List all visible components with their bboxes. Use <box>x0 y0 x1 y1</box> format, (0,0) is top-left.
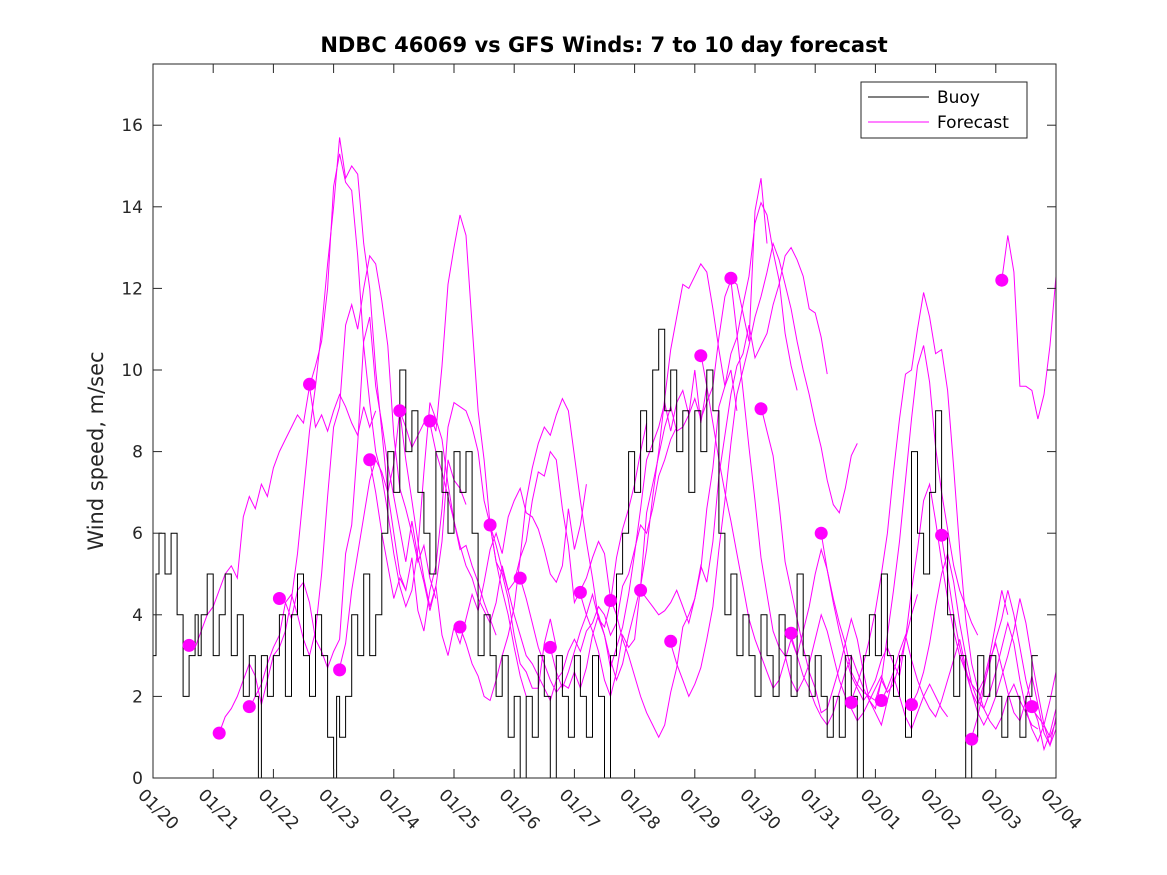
forecast-marker-27 <box>965 732 979 746</box>
x-tick-label: 01/27 <box>555 785 604 834</box>
forecast-marker-11 <box>483 518 497 532</box>
x-tick-label: 01/21 <box>194 785 243 834</box>
forecast-marker-28 <box>995 273 1009 287</box>
forecast-line-10 <box>459 397 648 702</box>
x-tick-label: 01/25 <box>434 785 483 834</box>
chart-title: NDBC 46069 vs GFS Winds: 7 to 10 day for… <box>320 33 887 57</box>
forecast-line-13 <box>549 262 738 690</box>
x-tick-label: 02/01 <box>856 785 905 834</box>
forecast-line-12 <box>519 369 708 694</box>
forecast-line-23 <box>850 292 1039 730</box>
x-tick-label: 02/03 <box>976 785 1025 834</box>
forecast-line-15 <box>610 201 798 739</box>
forecast-marker-20 <box>754 402 768 416</box>
forecast-marker-6 <box>333 663 347 677</box>
forecast-marker-24 <box>874 694 888 707</box>
forecast-marker-5 <box>303 377 316 391</box>
forecast-line-22 <box>820 482 1009 702</box>
x-tick-label: 01/20 <box>133 785 182 834</box>
forecast-marker-19 <box>724 271 738 285</box>
forecast-line-26 <box>941 537 1057 752</box>
forecast-marker-18 <box>694 349 708 363</box>
forecast-marker-13 <box>543 640 557 654</box>
legend-box <box>860 81 1028 139</box>
forecast-marker-29 <box>1025 700 1039 714</box>
forecast-marker-21 <box>784 626 798 640</box>
forecast-line-8 <box>399 410 587 656</box>
forecast-marker-17 <box>664 634 678 648</box>
forecast-marker-7 <box>363 453 377 467</box>
x-tick-label: 01/24 <box>374 785 423 834</box>
forecast-marker-22 <box>814 526 828 540</box>
legend-forecast-label: Forecast <box>937 113 1009 133</box>
forecast-marker-2 <box>212 726 226 740</box>
buoy-line <box>153 328 1038 779</box>
forecast-marker-8 <box>393 404 407 418</box>
plot-background <box>153 64 1056 778</box>
x-tick-label: 01/23 <box>314 785 363 834</box>
forecast-line-27 <box>971 641 1057 747</box>
forecast-line-11 <box>489 426 678 702</box>
forecast-line-14 <box>579 178 768 699</box>
forecast-series <box>194 137 1057 752</box>
plot-area <box>153 64 1056 778</box>
legend: Buoy Forecast <box>860 81 1028 139</box>
x-tick-label: 01/28 <box>615 785 664 834</box>
forecast-marker-25 <box>905 698 918 712</box>
forecast-marker-9 <box>423 414 437 428</box>
forecast-marker-1 <box>182 638 196 652</box>
x-tick-label: 01/22 <box>254 785 303 834</box>
forecast-marker-26 <box>935 528 949 542</box>
forecast-line-29 <box>1031 708 1057 739</box>
axes-frame <box>152 63 1057 779</box>
forecast-line-7 <box>369 401 557 689</box>
legend-buoy-label: Buoy <box>937 88 980 108</box>
forecast-marker-14 <box>573 585 587 599</box>
forecast-line-3 <box>248 254 437 709</box>
forecast-marker-10 <box>453 620 467 634</box>
y-tick-label: 0 <box>132 769 143 789</box>
buoy-series <box>153 328 1038 779</box>
forecast-line-25 <box>911 553 1057 743</box>
y-tick-label: 2 <box>132 687 143 707</box>
forecast-marker-23 <box>844 696 858 709</box>
x-tick-label: 01/29 <box>675 785 724 834</box>
forecast-line-5 <box>309 153 497 636</box>
x-tick-label: 01/31 <box>796 785 845 834</box>
axes-box <box>152 63 1057 779</box>
y-tick-label: 16 <box>121 116 143 136</box>
x-tick-label: 01/30 <box>735 785 784 834</box>
forecast-line-16 <box>640 246 828 625</box>
forecast-line-17 <box>670 241 858 698</box>
forecast-marker-12 <box>513 571 527 585</box>
forecast-line-18 <box>700 353 888 702</box>
y-tick-label: 4 <box>132 606 143 626</box>
y-tick-label: 12 <box>121 279 143 299</box>
forecast-marker-3 <box>242 700 256 714</box>
forecast-marker-16 <box>634 583 648 597</box>
y-tick-label: 6 <box>132 524 143 544</box>
y-tick-label: 8 <box>132 443 143 463</box>
forecast-line-9 <box>429 422 617 625</box>
forecast-marker-15 <box>604 594 617 607</box>
y-axis-label: Wind speed, m/sec <box>84 351 108 550</box>
x-tick-label: 02/02 <box>916 785 965 834</box>
forecast-line-24 <box>880 598 1057 747</box>
forecast-markers <box>182 271 1039 746</box>
y-tick-label: 14 <box>121 198 143 218</box>
forecast-marker-4 <box>272 592 286 605</box>
forecast-line-20 <box>760 406 949 731</box>
y-tick-label: 10 <box>121 361 143 381</box>
forecast-line-2 <box>218 137 407 734</box>
x-tick-label: 01/26 <box>495 785 544 834</box>
x-tick-label: 02/04 <box>1036 785 1085 834</box>
forecast-line-21 <box>790 345 979 726</box>
